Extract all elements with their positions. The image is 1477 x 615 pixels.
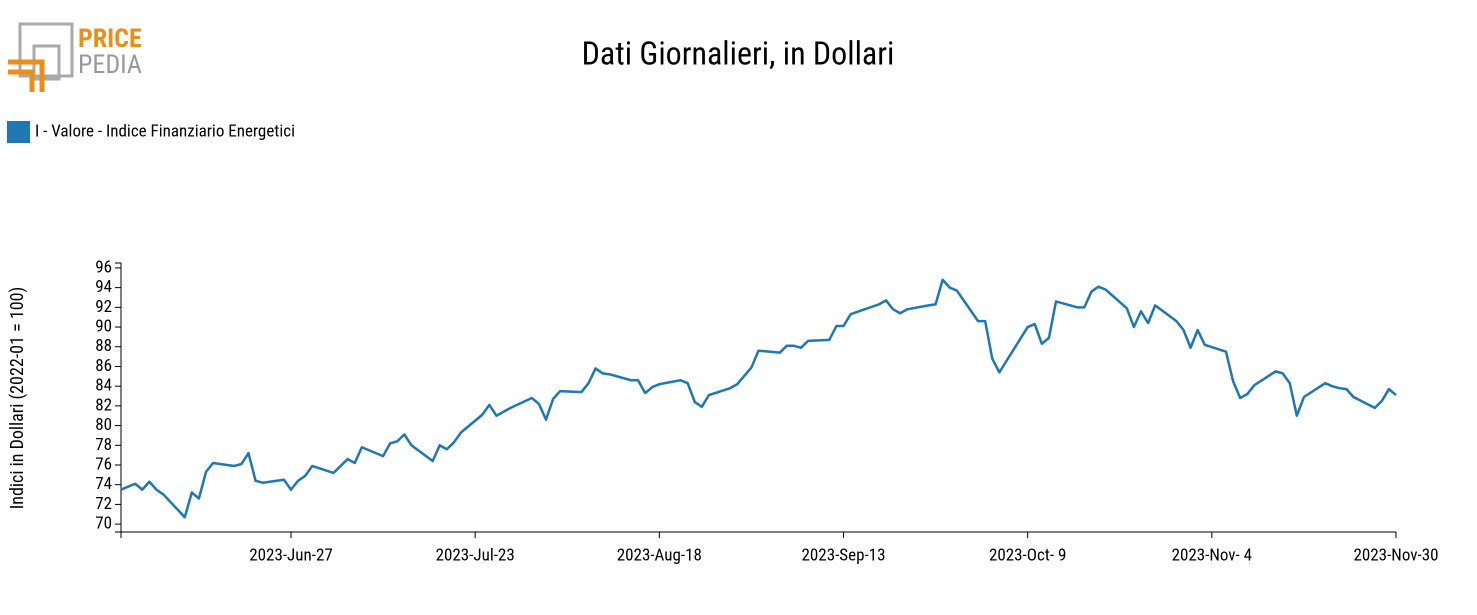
y-tick-label: 80	[95, 415, 112, 435]
legend-swatch	[7, 121, 30, 143]
y-tick-label: 82	[95, 395, 112, 415]
legend-label: I - Valore - Indice Finanziario Energeti…	[35, 121, 295, 141]
y-tick-label: 76	[95, 454, 112, 474]
y-tick-label: 70	[95, 514, 112, 534]
y-tick-label: 96	[95, 257, 112, 277]
y-tick-label: 94	[95, 277, 112, 297]
logo: PRICE PEDIA	[8, 22, 142, 92]
logo-mark	[8, 59, 45, 92]
y-axis-label: Indici in Dollari (2022-01 = 100)	[7, 287, 28, 510]
logo-text: PRICE	[78, 24, 142, 54]
line-series	[120, 278, 1397, 519]
y-tick-label: 88	[95, 336, 112, 356]
y-tick-label: 86	[95, 356, 112, 376]
y-axis	[115, 262, 122, 533]
y-tick-label: 90	[95, 317, 112, 337]
x-tick-label: 2023-Aug-18	[617, 545, 702, 565]
chart-title: Dati Giornalieri, in Dollari	[582, 34, 895, 72]
y-tick-label: 74	[95, 474, 112, 494]
x-tick-label: 2023-Nov-30	[1354, 545, 1439, 565]
y-tick-label: 84	[95, 376, 112, 396]
x-tick-label: 2023-Jul-23	[436, 545, 515, 565]
x-tick-label: 2023-Jun-27	[249, 545, 332, 565]
x-tick-label: 2023-Oct- 9	[989, 545, 1066, 565]
logo-text: PEDIA	[78, 50, 142, 80]
x-tick-label: 2023-Nov- 4	[1172, 545, 1253, 565]
y-tick-label: 72	[95, 494, 112, 514]
y-tick-label: 78	[95, 435, 112, 455]
y-tick-label: 92	[95, 297, 112, 317]
logo-square	[18, 22, 74, 78]
x-tick-label: 2023-Sep-13	[802, 545, 886, 565]
